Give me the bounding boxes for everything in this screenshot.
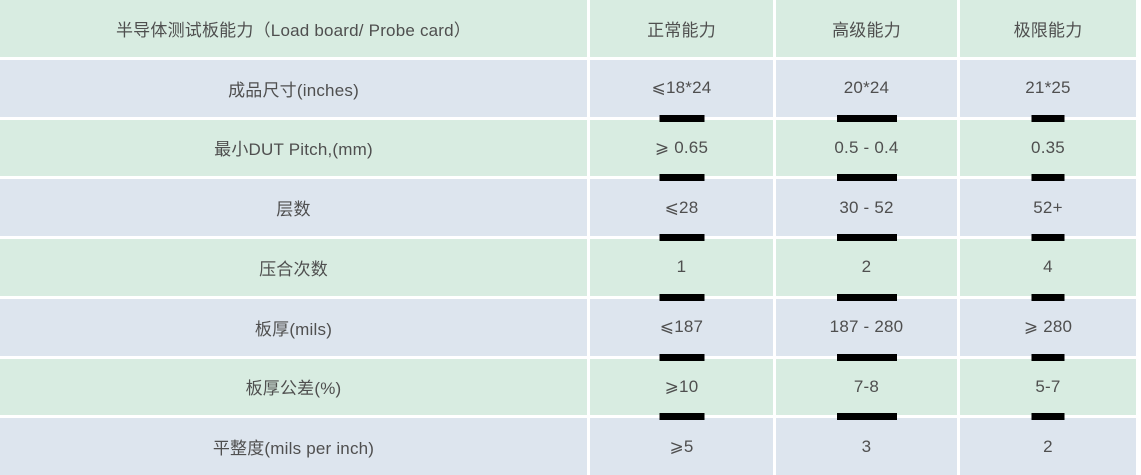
cell-value: 0.35 <box>960 114 1136 177</box>
cell-value: ⩾10 <box>590 353 773 416</box>
cell-value: 187 - 280 <box>776 293 957 356</box>
cell-value: 0.5 - 0.4 <box>776 114 957 177</box>
cell-value: ⩽28 <box>590 174 773 236</box>
cell-value: 20*24 <box>776 59 957 117</box>
table-title: 半导体测试板能力（Load board/ Probe card） <box>0 0 587 57</box>
cell-value: ⩽18*24 <box>590 59 773 117</box>
row-label-min-dut-pitch: 最小DUT Pitch,(mm) <box>0 119 587 177</box>
row-label-board-thickness: 板厚(mils) <box>0 298 587 356</box>
cell-value: ⩾ 280 <box>960 293 1136 356</box>
cell-value: ⩾5 <box>590 413 773 475</box>
row-label-layer-count: 层数 <box>0 179 587 236</box>
cell-value: 2 <box>776 234 957 296</box>
row-label-lamination-cycles: 压合次数 <box>0 239 587 296</box>
row-label-thickness-tolerance: 板厚公差(%) <box>0 358 587 416</box>
column-header-normal: 正常能力 <box>590 0 773 57</box>
column-header-advanced: 高级能力 <box>776 0 957 57</box>
column-header-extreme: 极限能力 <box>960 0 1136 57</box>
cell-value: 1 <box>590 234 773 296</box>
cell-value: 7-8 <box>776 353 957 416</box>
cell-value: 30 - 52 <box>776 174 957 236</box>
cell-value: 3 <box>776 413 957 475</box>
cell-value: 52+ <box>960 174 1136 236</box>
row-label-flatness: 平整度(mils per inch) <box>0 418 587 475</box>
cell-value: ⩾ 0.65 <box>590 114 773 177</box>
cell-value: 2 <box>960 413 1136 475</box>
cell-value: 21*25 <box>960 59 1136 117</box>
row-label-finished-size: 成品尺寸(inches) <box>0 59 587 117</box>
cell-value: 5-7 <box>960 353 1136 416</box>
cell-value: ⩽187 <box>590 293 773 356</box>
cell-value: 4 <box>960 234 1136 296</box>
